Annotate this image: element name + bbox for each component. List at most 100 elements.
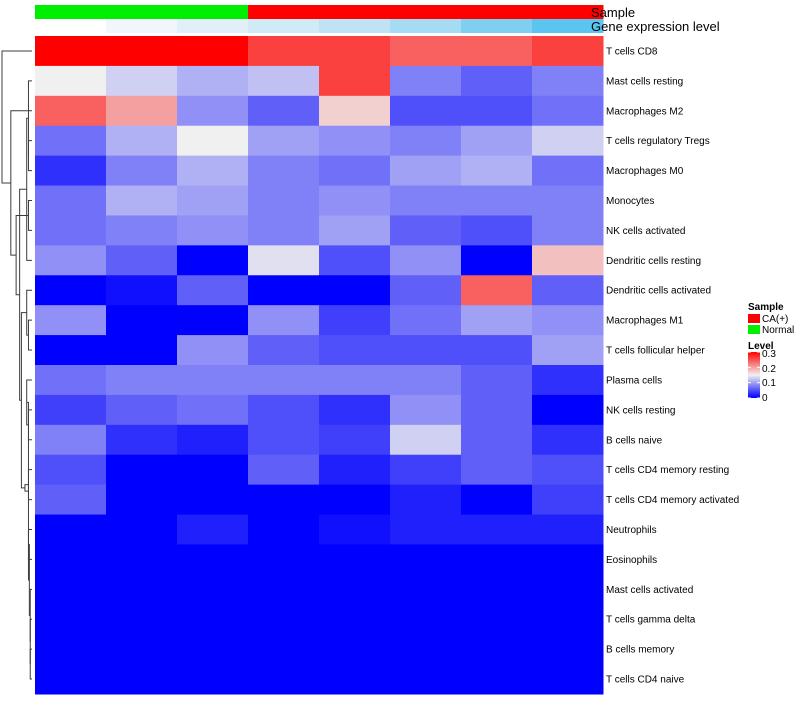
heatmap-cell <box>35 574 107 605</box>
heatmap-cell <box>532 215 604 246</box>
heatmap-cell <box>390 36 462 67</box>
heatmap-cell <box>106 305 178 336</box>
heatmap-cell <box>106 185 178 216</box>
row-label: Dendritic cells activated <box>606 286 711 297</box>
row-label: B cells naive <box>606 435 663 446</box>
heatmap-cell <box>390 275 462 306</box>
legend-level-title: Level <box>748 341 774 352</box>
heatmap-cell <box>390 305 462 336</box>
heatmap-cell <box>35 634 107 665</box>
heatmap-cell <box>532 424 604 456</box>
legend-sample-title: Sample <box>748 302 784 313</box>
heatmap-cell <box>319 394 391 426</box>
heatmap-cell <box>390 215 462 246</box>
gene-expression-annotation-cell <box>177 19 249 33</box>
dendrogram-branch <box>26 401 30 581</box>
row-label: T cells gamma delta <box>606 615 696 626</box>
heatmap-cell <box>532 394 604 426</box>
heatmap-cell <box>532 275 604 306</box>
heatmap-cell <box>177 574 249 605</box>
heatmap-cell <box>461 514 533 545</box>
dendrogram-branch <box>26 117 32 261</box>
dendrogram-branch <box>27 140 32 172</box>
heatmap-cell <box>390 365 462 396</box>
heatmap-cell <box>35 155 107 187</box>
gene-expression-annotation-cell <box>390 19 462 33</box>
sample-annotation-cell <box>177 5 249 19</box>
heatmap-cell <box>532 155 604 187</box>
heatmap-cell <box>319 424 391 456</box>
heatmap-cell <box>461 394 533 426</box>
row-label: Mast cells activated <box>606 585 693 596</box>
heatmap-cell <box>319 544 391 575</box>
heatmap-cell <box>532 95 604 127</box>
legend-level-tick-0: 0 <box>762 393 768 404</box>
gene-expression-annotation-cell <box>461 19 533 33</box>
heatmap-cell <box>106 335 178 366</box>
annotation-track-label-gene-expression: Gene expression level <box>591 19 720 34</box>
heatmap-cell <box>461 95 533 127</box>
row-label: T cells CD4 memory activated <box>606 495 739 506</box>
heatmap-cell <box>248 305 320 336</box>
heatmap-cell <box>461 275 533 306</box>
heatmap-cell <box>35 544 107 575</box>
heatmap-cell <box>106 125 178 157</box>
sample-annotation-cell <box>106 5 178 19</box>
sample-annotation-cell <box>248 5 320 19</box>
heatmap-cell <box>106 484 178 516</box>
heatmap-cell <box>319 36 391 67</box>
heatmap-cell <box>177 604 249 635</box>
heatmap-cell <box>390 335 462 366</box>
heatmap-cell <box>248 424 320 456</box>
heatmap-cell <box>319 185 391 216</box>
row-label: Dendritic cells resting <box>606 256 701 267</box>
legend-label-normal: Normal <box>762 325 794 336</box>
heatmap-cell <box>390 125 462 157</box>
heatmap-cell <box>461 185 533 216</box>
heatmap-cell <box>248 95 320 127</box>
heatmap-cell <box>319 245 391 276</box>
row-dendrogram <box>1 50 32 680</box>
heatmap-cell <box>532 664 604 695</box>
heatmap-cell <box>35 215 107 246</box>
heatmap-cell <box>532 454 604 486</box>
heatmap-cell <box>177 394 249 426</box>
sample-annotation-cell <box>532 5 604 19</box>
heatmap-cell <box>106 365 178 396</box>
heatmap-cell <box>106 454 178 486</box>
heatmap-cell <box>461 424 533 456</box>
legend-swatch-normal <box>748 325 760 334</box>
row-label: Mast cells resting <box>606 76 683 87</box>
dendrogram-branch <box>24 484 29 492</box>
row-label: T cells CD4 naive <box>606 675 685 686</box>
heatmap-cell <box>106 245 178 276</box>
row-label: T cells CD8 <box>606 46 658 57</box>
heatmap-cell <box>35 36 107 67</box>
heatmap-cell <box>248 454 320 486</box>
heatmap-cell <box>461 544 533 575</box>
heatmap-cell <box>319 215 391 246</box>
heatmap-cell <box>390 245 462 276</box>
heatmap-cell <box>319 305 391 336</box>
heatmap-cell <box>532 335 604 366</box>
heatmap-cell <box>461 245 533 276</box>
heatmap-cell <box>106 36 178 67</box>
heatmap-cell <box>390 544 462 575</box>
heatmap-cell <box>319 574 391 605</box>
heatmap-cell <box>106 634 178 665</box>
sample-annotation-cell <box>390 5 462 19</box>
dendrogram-branch <box>27 80 32 156</box>
heatmap-cell <box>248 245 320 276</box>
dendrogram-branch <box>29 588 32 642</box>
sample-annotation-cell <box>461 5 533 19</box>
heatmap-cell <box>177 65 249 97</box>
heatmap-cell <box>319 454 391 486</box>
heatmap-cell <box>177 125 249 157</box>
heatmap-cell <box>532 245 604 276</box>
heatmap-cell <box>248 275 320 306</box>
heatmap-cell <box>532 514 604 545</box>
heatmap-cell <box>248 215 320 246</box>
heatmap-cell <box>248 634 320 665</box>
row-label: T cells CD4 memory resting <box>606 465 729 476</box>
